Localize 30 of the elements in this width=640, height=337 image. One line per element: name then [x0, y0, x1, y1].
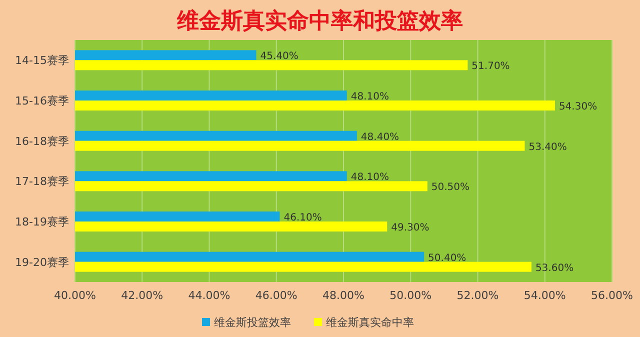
data-label: 53.60% [535, 262, 574, 274]
y-tick-label: 17-18赛季 [15, 175, 69, 188]
data-label: 48.40% [360, 132, 400, 143]
y-tick-label: 18-19赛季 [15, 216, 69, 228]
x-tick-label: 54.00% [524, 289, 566, 302]
legend-label: 维金斯投篮效率 [214, 316, 291, 329]
data-label: 54.30% [558, 102, 598, 112]
data-label: 45.40% [260, 51, 298, 62]
x-tick-label: 46.00% [255, 289, 298, 302]
x-tick-label: 40.00% [54, 289, 96, 302]
y-tick-label: 14-15赛季 [15, 54, 69, 68]
x-tick-label: 44.00% [188, 289, 230, 302]
x-tick-label: 48.00% [322, 289, 364, 302]
data-label: 50.50% [431, 182, 470, 194]
data-label: 49.30% [391, 222, 430, 234]
x-tick-label: 52.00% [456, 289, 499, 302]
x-tick-label: 42.00% [121, 289, 164, 302]
data-label: 53.40% [528, 142, 567, 153]
data-label: 48.10% [350, 92, 389, 102]
y-tick-label: 19-20赛季 [15, 256, 69, 269]
data-label: 51.70% [472, 61, 510, 72]
x-tick-label: 50.00% [390, 289, 432, 302]
chart-title: 维金斯真实命中率和投篮效率 [176, 8, 463, 34]
legend-label: 维金斯真实命中率 [326, 316, 414, 329]
y-tick-label: 15-16赛季 [15, 94, 69, 108]
data-label: 50.40% [428, 252, 466, 264]
data-label: 48.10% [350, 172, 389, 184]
data-label: 46.10% [284, 212, 322, 224]
x-tick-label: 56.00% [591, 289, 633, 302]
y-tick-label: 16-18赛季 [15, 134, 69, 148]
